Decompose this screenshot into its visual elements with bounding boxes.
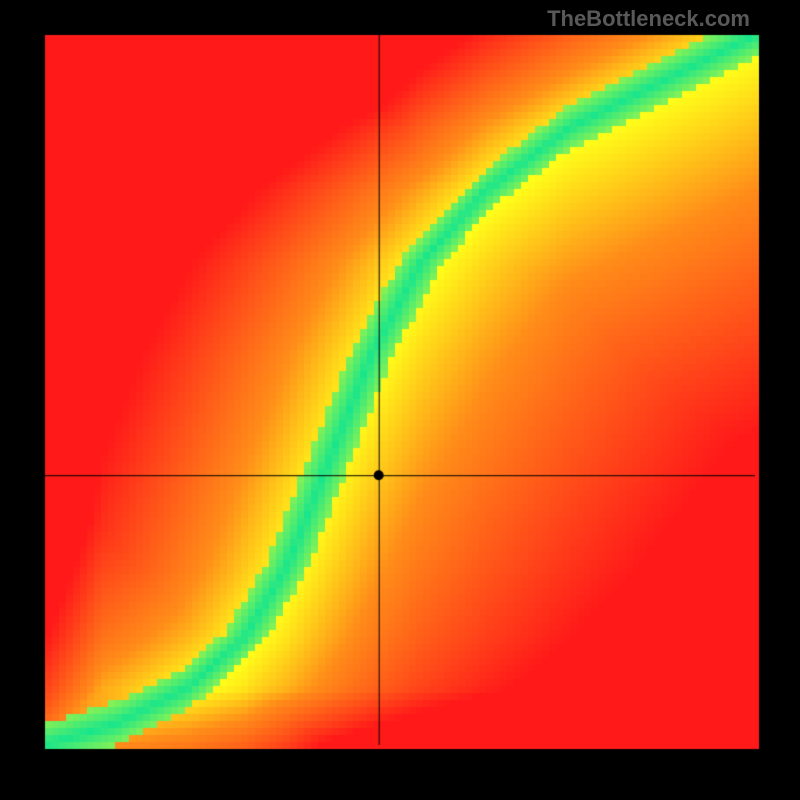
watermark-text: TheBottleneck.com <box>547 6 750 32</box>
bottleneck-heatmap <box>0 0 800 800</box>
